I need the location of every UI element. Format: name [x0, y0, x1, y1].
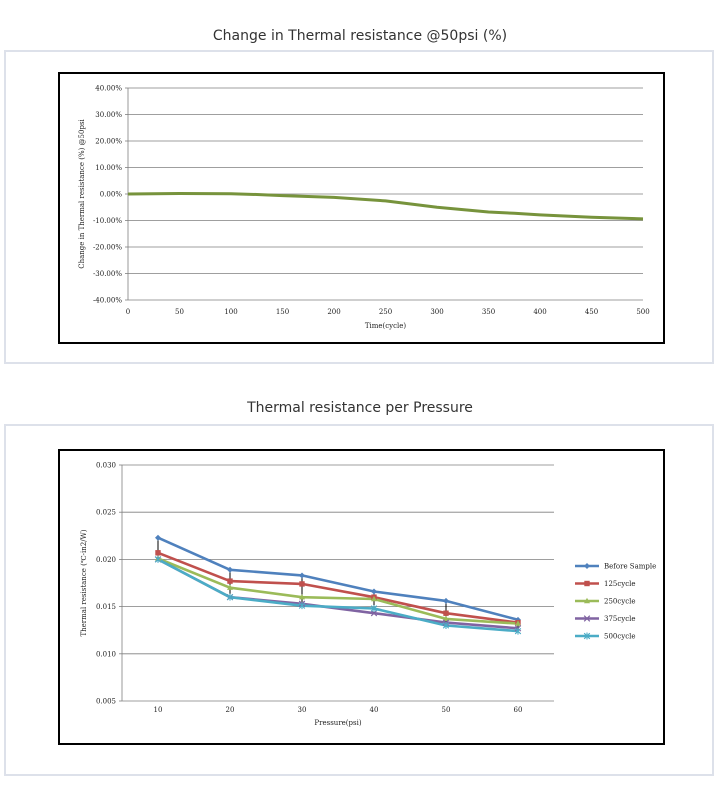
chart2-data-point — [371, 595, 377, 602]
chart2-data-point — [155, 550, 161, 556]
chart2-data-point — [443, 597, 449, 604]
chart2-y-tick-label: 0.010 — [96, 650, 116, 658]
chart2-legend-marker — [584, 580, 590, 587]
chart2-series-line — [157, 557, 519, 625]
chart1-title: Change in Thermal resistance @50psi (%) — [212, 28, 508, 44]
chart2-legend-label: 500cycle — [604, 633, 636, 641]
chart1-x-tick-label: 500 — [636, 308, 649, 316]
chart2-data-point — [370, 604, 378, 612]
chart1-x-tick-label: 200 — [327, 308, 340, 316]
chart1-y-tick-label: -40.00% — [93, 297, 122, 305]
chart2-y-tick-label: 0.020 — [96, 556, 116, 564]
chart1-series-line — [127, 192, 644, 221]
chart2-data-point — [443, 610, 449, 616]
chart2-title: Thermal resistance per Pressure — [247, 400, 473, 416]
chart1-y-tick-label: 20.00% — [95, 138, 122, 146]
chart2-data-point — [514, 627, 522, 635]
chart2-legend-marker — [583, 632, 591, 640]
chart1-plot-area: 40.00% 30.00% 20.00% 10.00% 0.00% -10.00% -20.… — [58, 72, 665, 344]
chart2-data-point — [443, 615, 449, 622]
chart2-data-point — [370, 609, 378, 617]
chart1-x-tick-label: 250 — [379, 308, 392, 316]
chart1-y-tick-label: 10.00% — [95, 164, 122, 172]
chart1-x-tick-label: 450 — [585, 308, 598, 316]
chart1-x-tick-label: 50 — [175, 308, 184, 316]
chart2-data-point — [515, 620, 521, 626]
chart2-legend-label: Before Sample — [604, 563, 656, 571]
chart2-y-tick-label: 0.025 — [96, 509, 116, 517]
chart1-x-tick-label: 300 — [430, 308, 443, 316]
chart2-plot-area: 0.030 0.025 0.020 0.015 0.010 0.005 10 20 30 40 50… — [58, 449, 665, 745]
chart2-data-point — [371, 588, 377, 595]
chart2-data-point — [299, 581, 305, 587]
chart2-legend-marker — [584, 563, 590, 569]
chart2-data-point — [227, 578, 233, 584]
chart2-data-point — [299, 572, 305, 579]
chart2-x-tick-label: 10 — [154, 706, 163, 714]
chart2-legend-label: 375cycle — [604, 615, 636, 623]
chart2-series-line — [157, 558, 519, 633]
chart2-series-line — [157, 551, 519, 624]
chart2-data-point — [227, 566, 233, 573]
chart2-series-line — [157, 558, 519, 630]
chart1-y-tick-label: -10.00% — [93, 217, 122, 225]
chart1-x-tick-label: 400 — [533, 308, 546, 316]
chart2-data-point — [226, 593, 234, 601]
chart2-y-tick-label: 0.015 — [96, 603, 116, 611]
chart2-data-point — [299, 593, 305, 600]
chart1-x-tick-label: 150 — [276, 308, 289, 316]
chart2-legend-label: 250cycle — [604, 598, 636, 606]
chart1-x-axis-title: Time(cycle) — [365, 322, 407, 330]
chart2-x-tick-label: 60 — [514, 706, 523, 714]
chart1-y-tick-label: -30.00% — [93, 270, 122, 278]
chart1-y-tick-label: 40.00% — [95, 85, 122, 93]
chart2-x-tick-label: 20 — [226, 706, 235, 714]
chart1-y-tick-label: 30.00% — [95, 111, 122, 119]
chart1-y-tick-label: 0.00% — [100, 191, 123, 199]
chart2-x-tick-label: 40 — [370, 706, 379, 714]
chart2-x-tick-label: 30 — [298, 706, 307, 714]
chart1-y-axis-title: Change in Thermal resistance (%) @50psi — [78, 118, 86, 268]
chart2-x-tick-label: 50 — [442, 706, 451, 714]
chart2-y-axis-title: Thermal resistance (℃-in2/W) — [80, 529, 88, 636]
chart2-x-axis-title: Pressure(psi) — [314, 719, 361, 727]
chart1-svg: 40.00% 30.00% 20.00% 10.00% 0.00% -10.00% -20.… — [78, 85, 650, 331]
chart2-series-line — [157, 536, 519, 622]
chart1-x-tick-label: 350 — [482, 308, 495, 316]
chart2-data-point — [298, 602, 306, 610]
chart2-legend-marker — [583, 615, 591, 622]
chart1-x-tick-label: 0 — [126, 308, 130, 316]
chart2-data-point — [155, 534, 161, 541]
chart2-data-point — [227, 584, 233, 590]
chart2-y-tick-label: 0.030 — [96, 462, 116, 470]
chart2-legend-marker — [584, 597, 590, 604]
chart2-data-point — [154, 555, 162, 563]
chart2-legend-label: 125cycle — [604, 580, 636, 588]
chart2-y-tick-label: 0.005 — [96, 698, 116, 706]
chart1-y-tick-label: -20.00% — [93, 244, 122, 252]
chart2-data-point — [442, 621, 450, 629]
chart1-x-tick-label: 100 — [224, 308, 237, 316]
chart2-svg: 0.030 0.025 0.020 0.015 0.010 0.005 10 20 30 40 50… — [80, 462, 656, 728]
